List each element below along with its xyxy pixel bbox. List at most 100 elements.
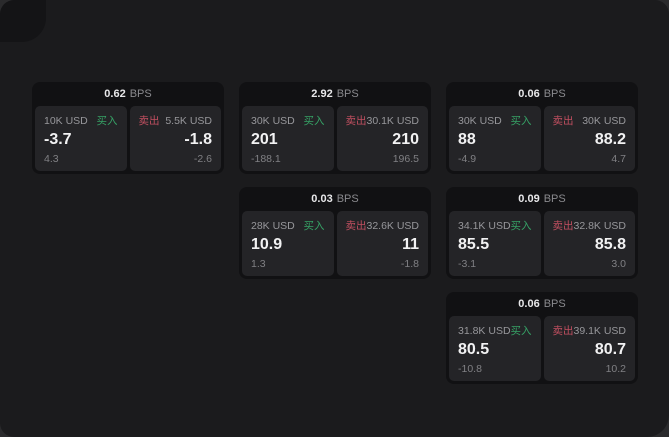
sell-price: 80.7 <box>594 341 626 358</box>
buy-panel[interactable]: 31.8K USD 买入 80.5 -10.8 <box>449 316 541 381</box>
sell-panel[interactable]: 卖出 5.5K USD -1.8 -2.6 <box>129 106 221 171</box>
buy-amount: 31.8K USD <box>458 324 511 337</box>
buy-tag: 买入 <box>510 325 532 337</box>
buy-amount: 10K USD <box>44 114 88 127</box>
bps-header: 0.03 BPS <box>239 187 431 211</box>
panels: 30K USD 买入 88 -4.9 卖出 30K USD 88.2 4.7 <box>446 106 638 174</box>
sell-sub-value: 3.0 <box>611 258 626 270</box>
buy-panel-top: 34.1K USD 买入 <box>458 218 532 233</box>
panels: 10K USD 买入 -3.7 4.3 卖出 5.5K USD -1.8 -2.… <box>32 106 224 174</box>
bps-unit: BPS <box>129 88 152 100</box>
buy-price: 88 <box>458 131 476 148</box>
corner-accent <box>0 0 46 42</box>
sell-amount: 30K USD <box>582 114 626 127</box>
buy-panel[interactable]: 30K USD 买入 88 -4.9 <box>449 106 541 171</box>
sell-price: 11 <box>402 236 419 253</box>
bps-value: 2.92 <box>311 88 333 100</box>
sell-panel[interactable]: 卖出 32.6K USD 11 -1.8 <box>336 211 428 276</box>
bps-unit: BPS <box>543 298 566 310</box>
buy-panel-top: 30K USD 买入 <box>458 113 532 128</box>
bps-value: 0.06 <box>518 298 540 310</box>
buy-panel-top: 10K USD 买入 <box>44 113 118 128</box>
sell-sub-value: 4.7 <box>611 153 626 165</box>
sell-tag: 卖出 <box>552 220 574 232</box>
buy-panel-top: 28K USD 买入 <box>251 218 325 233</box>
sell-amount: 5.5K USD <box>165 114 212 127</box>
sell-tag: 卖出 <box>138 115 160 127</box>
quote-card: 0.06 BPS 31.8K USD 买入 80.5 -10.8 卖出 39.1… <box>446 292 638 384</box>
sell-panel-top: 卖出 32.8K USD <box>553 218 627 233</box>
quote-card: 0.03 BPS 28K USD 买入 10.9 1.3 卖出 32.6K US… <box>239 187 431 279</box>
bps-header: 0.06 BPS <box>446 82 638 106</box>
panels: 34.1K USD 买入 85.5 -3.1 卖出 32.8K USD 85.8… <box>446 211 638 279</box>
cards-board: 0.62 BPS 10K USD 买入 -3.7 4.3 卖出 5.5K USD… <box>32 82 638 384</box>
buy-amount: 30K USD <box>251 114 295 127</box>
buy-price: 80.5 <box>458 341 490 358</box>
buy-sub-value: -3.1 <box>458 258 477 270</box>
buy-sub-value: -188.1 <box>251 153 281 165</box>
buy-panel-top: 30K USD 买入 <box>251 113 325 128</box>
sell-price: 210 <box>392 131 419 148</box>
buy-amount: 34.1K USD <box>458 219 511 232</box>
bps-header: 0.06 BPS <box>446 292 638 316</box>
sell-amount: 30.1K USD <box>366 114 420 127</box>
sell-sub-value: 196.5 <box>392 153 419 165</box>
sell-sub-value: -1.8 <box>400 258 419 270</box>
buy-panel[interactable]: 30K USD 买入 201 -188.1 <box>242 106 334 171</box>
buy-panel-top: 31.8K USD 买入 <box>458 323 532 338</box>
sell-sub-value: 10.2 <box>605 363 626 375</box>
sell-panel[interactable]: 卖出 30K USD 88.2 4.7 <box>543 106 635 171</box>
buy-price: -3.7 <box>44 131 72 148</box>
sell-panel[interactable]: 卖出 39.1K USD 80.7 10.2 <box>543 316 635 381</box>
buy-sub-value: 1.3 <box>251 258 266 270</box>
sell-panel-top: 卖出 32.6K USD <box>346 218 420 233</box>
sell-panel[interactable]: 卖出 30.1K USD 210 196.5 <box>336 106 428 171</box>
sell-amount: 32.8K USD <box>573 219 627 232</box>
sell-panel-top: 卖出 30.1K USD <box>346 113 420 128</box>
sell-sub-value: -2.6 <box>193 153 212 165</box>
sell-price: 88.2 <box>594 131 626 148</box>
buy-tag: 买入 <box>96 115 118 127</box>
buy-sub-value: 4.3 <box>44 153 59 165</box>
bps-value: 0.09 <box>518 193 540 205</box>
sell-amount: 39.1K USD <box>573 324 627 337</box>
panels: 28K USD 买入 10.9 1.3 卖出 32.6K USD 11 -1.8 <box>239 211 431 279</box>
buy-tag: 买入 <box>303 220 325 232</box>
buy-price: 10.9 <box>251 236 283 253</box>
buy-sub-value: -10.8 <box>458 363 482 375</box>
buy-price: 85.5 <box>458 236 490 253</box>
bps-unit: BPS <box>336 88 359 100</box>
quote-card: 0.62 BPS 10K USD 买入 -3.7 4.3 卖出 5.5K USD… <box>32 82 224 174</box>
bps-value: 0.03 <box>311 193 333 205</box>
buy-sub-value: -4.9 <box>458 153 477 165</box>
bps-unit: BPS <box>543 193 566 205</box>
quote-card: 0.06 BPS 30K USD 买入 88 -4.9 卖出 30K USD 8… <box>446 82 638 174</box>
sell-panel-top: 卖出 30K USD <box>553 113 627 128</box>
buy-tag: 买入 <box>303 115 325 127</box>
buy-panel[interactable]: 34.1K USD 买入 85.5 -3.1 <box>449 211 541 276</box>
sell-amount: 32.6K USD <box>366 219 420 232</box>
buy-panel[interactable]: 10K USD 买入 -3.7 4.3 <box>35 106 127 171</box>
buy-tag: 买入 <box>510 220 532 232</box>
bps-value: 0.62 <box>104 88 126 100</box>
buy-price: 201 <box>251 131 278 148</box>
buy-amount: 28K USD <box>251 219 295 232</box>
sell-tag: 卖出 <box>552 115 574 127</box>
bps-header: 0.62 BPS <box>32 82 224 106</box>
sell-tag: 卖出 <box>345 115 367 127</box>
buy-amount: 30K USD <box>458 114 502 127</box>
sell-panel-top: 卖出 5.5K USD <box>139 113 213 128</box>
bps-unit: BPS <box>336 193 359 205</box>
sell-panel-top: 卖出 39.1K USD <box>553 323 627 338</box>
bps-header: 2.92 BPS <box>239 82 431 106</box>
sell-price: -1.8 <box>184 131 212 148</box>
sell-tag: 卖出 <box>345 220 367 232</box>
panels: 30K USD 买入 201 -188.1 卖出 30.1K USD 210 1… <box>239 106 431 174</box>
bps-header: 0.09 BPS <box>446 187 638 211</box>
sell-panel[interactable]: 卖出 32.8K USD 85.8 3.0 <box>543 211 635 276</box>
buy-panel[interactable]: 28K USD 买入 10.9 1.3 <box>242 211 334 276</box>
buy-tag: 买入 <box>510 115 532 127</box>
quote-card: 0.09 BPS 34.1K USD 买入 85.5 -3.1 卖出 32.8K… <box>446 187 638 279</box>
bps-value: 0.06 <box>518 88 540 100</box>
